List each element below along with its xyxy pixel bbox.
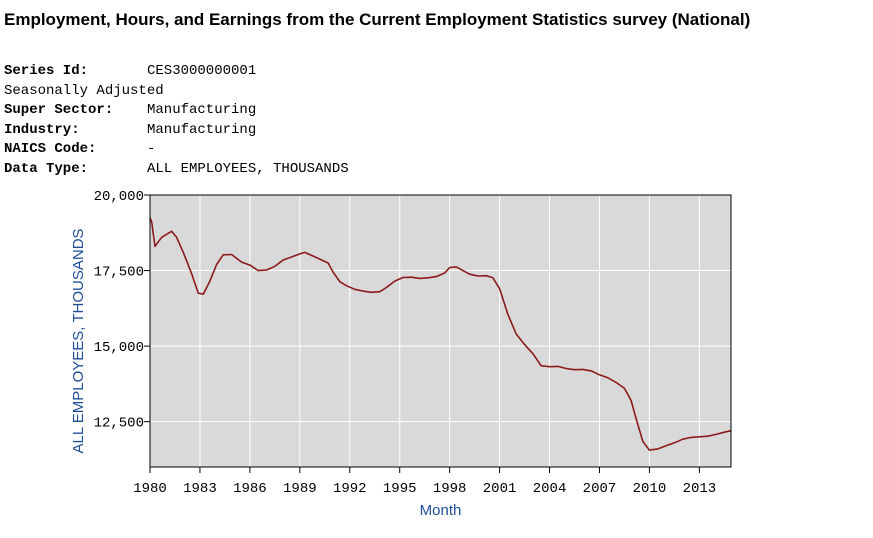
series-layer [149,217,732,451]
industry-value: Manufacturing [147,121,257,138]
x-tick-label: 1992 [333,481,367,497]
industry-row: Industry: Manufacturing [4,121,349,141]
naics-code-row: NAICS Code: - [4,140,349,160]
y-tick-label: 17,500 [94,265,144,281]
y-tick-label: 15,000 [94,340,144,356]
naics-code-label: NAICS Code: [4,141,97,158]
super-sector-row: Super Sector: Manufacturing [4,101,349,121]
x-tick-label: 1989 [283,481,317,497]
x-tick-label: 2010 [633,481,667,497]
x-tick-label: 1983 [183,481,217,497]
x-tick-label: 1998 [433,481,467,497]
plot-background [150,195,731,467]
seasonal-adjustment-row: Seasonally Adjusted [4,82,349,102]
x-tick-label: 2001 [483,481,517,497]
series-info: Series Id: CES3000000001 Seasonally Adjus… [4,62,349,180]
plot-frame [149,194,732,468]
data-type-row: Data Type: ALL EMPLOYEES, THOUSANDS [4,160,349,180]
x-tick-label: 1995 [383,481,417,497]
y-axis-label: ALL EMPLOYEES, THOUSANDS [70,228,87,453]
x-tick-label: 1986 [233,481,267,497]
naics-code-value: - [147,141,156,158]
data-type-label: Data Type: [4,160,89,177]
page-title: Employment, Hours, and Earnings from the… [4,10,751,29]
x-tick-label: 2004 [533,481,567,497]
series-id-row: Series Id: CES3000000001 [4,62,349,82]
y-tick-label: 12,500 [94,416,144,432]
series-line [149,217,732,451]
x-axis-label: Month [420,502,462,519]
y-tick-label: 20,000 [94,189,144,205]
industry-label: Industry: [4,121,80,138]
x-tick-label: 1980 [133,481,167,497]
data-type-value: ALL EMPLOYEES, THOUSANDS [147,160,349,177]
plot-area [150,195,731,467]
x-tick-label: 2007 [583,481,617,497]
seasonal-adjustment-label: Seasonally Adjusted [4,82,164,99]
axes: 1980 1983 1986 1989 1992 1995 1998 2001 2004 2007… [94,189,732,497]
super-sector-label: Super Sector: [4,102,114,119]
series-id-label: Series Id: [4,63,89,79]
super-sector-value: Manufacturing [147,102,257,119]
series-id-value: CES3000000001 [147,63,257,79]
x-tick-label: 2013 [683,481,717,497]
